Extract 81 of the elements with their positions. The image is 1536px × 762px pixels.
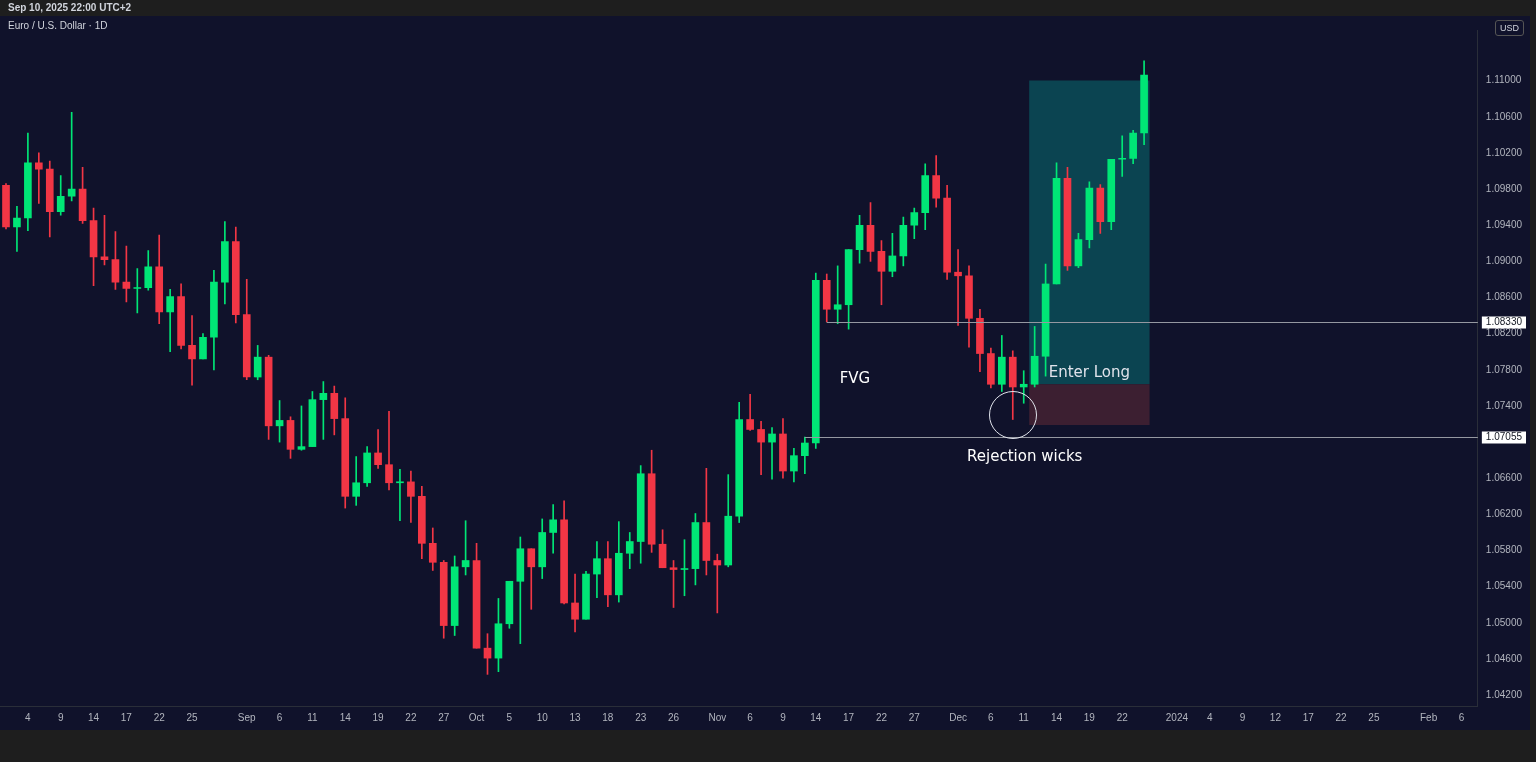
y-tick-label: 1.06600 [1485,472,1523,484]
x-tick-label: 27 [908,711,921,723]
chart-subtitle: Sep 10, 2025 22:00 UTC+2 [8,2,132,13]
y-tick-label: 1.08600 [1485,291,1523,303]
band-label: Enter Long [1048,362,1131,381]
y-tick-label: 1.08200 [1485,327,1523,339]
x-tick-label: Dec [949,711,967,723]
y-tick-label: 1.07800 [1485,363,1523,375]
candlestick [713,553,722,614]
x-tick-label: 4 [1206,711,1213,723]
x-tick-label: 11 [1018,711,1030,723]
x-tick-label: 26 [667,711,680,723]
x-tick-label: 17 [1302,711,1315,723]
x-tick-label: 14 [87,711,100,723]
y-tick-label: 1.10200 [1485,146,1523,158]
candlestick [188,315,196,386]
y-tick-label: 1.09000 [1485,255,1523,267]
x-tick-label: 14 [339,711,352,723]
x-tick-label: 25 [1368,711,1380,723]
x-tick-label: 6 [988,711,995,723]
y-tick-label: 1.10600 [1485,110,1523,122]
x-tick-label: 17 [120,711,133,723]
y-axis-title: USD [1495,20,1525,36]
candlestick [757,420,765,475]
annotation: Rejection wicks [967,447,1083,466]
x-tick-label: 6 [276,711,283,723]
candlestick [13,205,21,252]
y-tick-label: 1.07400 [1485,399,1523,411]
x-tick-label: 4 [25,711,32,723]
candlestick [166,289,174,353]
y-tick-label: 1.04200 [1485,688,1523,700]
y-tick-label: 1.04600 [1485,652,1523,664]
y-tick-label: 1.05000 [1485,616,1523,628]
y-tick-label: 1.11000 [1485,74,1522,86]
x-tick-label: 11 [307,711,319,723]
x-tick-label: 14 [1050,711,1063,723]
y-tick-label: 1.09800 [1485,182,1523,194]
x-tick-label: 23 [635,711,647,723]
candlestick [768,427,776,480]
candlestick [385,411,393,491]
y-tick-label: 1.05800 [1485,544,1523,556]
annotation: FVG [839,369,871,388]
x-tick-label: 18 [602,711,614,723]
candlestick [133,268,142,314]
y-tick-label: 1.09400 [1485,218,1523,230]
y-tick-label: 1.05400 [1485,580,1523,592]
candlestick [35,152,43,204]
chart-title: Euro / U.S. Dollar · 1D [8,20,108,31]
x-tick-label: 6 [1458,711,1465,723]
x-tick-label: 9 [780,711,787,723]
candlestick [833,265,842,325]
x-tick-label: 12 [1269,711,1282,723]
x-tick-label: 10 [536,711,549,723]
x-tick-label: 22 [875,711,888,723]
x-tick-label: 2024 [1165,711,1189,723]
candlestick [396,468,404,522]
x-tick-label: 13 [569,711,582,723]
x-tick-label: 22 [153,711,166,723]
candlestick [1118,135,1127,177]
candlestick [1019,370,1028,404]
ref-line-label: 1.08330 [1485,316,1523,328]
candlestick [954,249,962,326]
x-tick-label: 22 [1116,711,1129,723]
x-tick-label: 22 [405,711,417,723]
x-tick-label: 9 [57,711,64,723]
x-tick-label: Oct [468,711,485,723]
ref-line-label: 1.07055 [1485,431,1523,443]
x-tick-label: Feb [1419,711,1438,723]
x-tick-label: 22 [1335,711,1348,723]
x-tick-label: 6 [747,711,754,723]
x-tick-label: 27 [438,711,450,723]
x-tick-label: 9 [1239,711,1246,723]
x-tick-label: 19 [1083,711,1096,723]
x-tick-label: Sep [237,711,257,723]
x-tick-label: Nov [708,711,727,723]
x-tick-label: 5 [506,711,513,723]
y-tick-label: 1.06200 [1485,508,1523,520]
x-tick-label: 19 [372,711,385,723]
x-tick-label: 14 [810,711,822,723]
x-tick-label: 25 [186,711,199,723]
x-tick-label: 17 [843,711,855,723]
